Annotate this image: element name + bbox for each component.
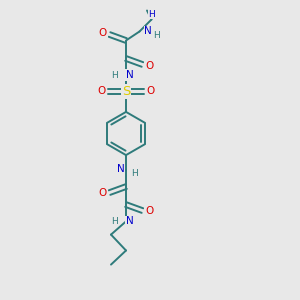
Text: H: H [148, 10, 155, 19]
Text: H: H [111, 70, 118, 80]
Text: H: H [132, 169, 138, 178]
Text: O: O [145, 61, 153, 71]
Text: O: O [97, 86, 106, 97]
Text: O: O [146, 86, 155, 97]
Text: S: S [122, 85, 130, 98]
Text: O: O [99, 188, 107, 198]
Text: H: H [111, 217, 118, 226]
Text: H: H [153, 31, 159, 40]
Text: N: N [144, 26, 152, 37]
Text: N: N [117, 164, 124, 175]
Text: N: N [126, 216, 134, 226]
Text: O: O [99, 28, 107, 38]
Text: O: O [145, 206, 153, 216]
Text: N: N [126, 70, 134, 80]
